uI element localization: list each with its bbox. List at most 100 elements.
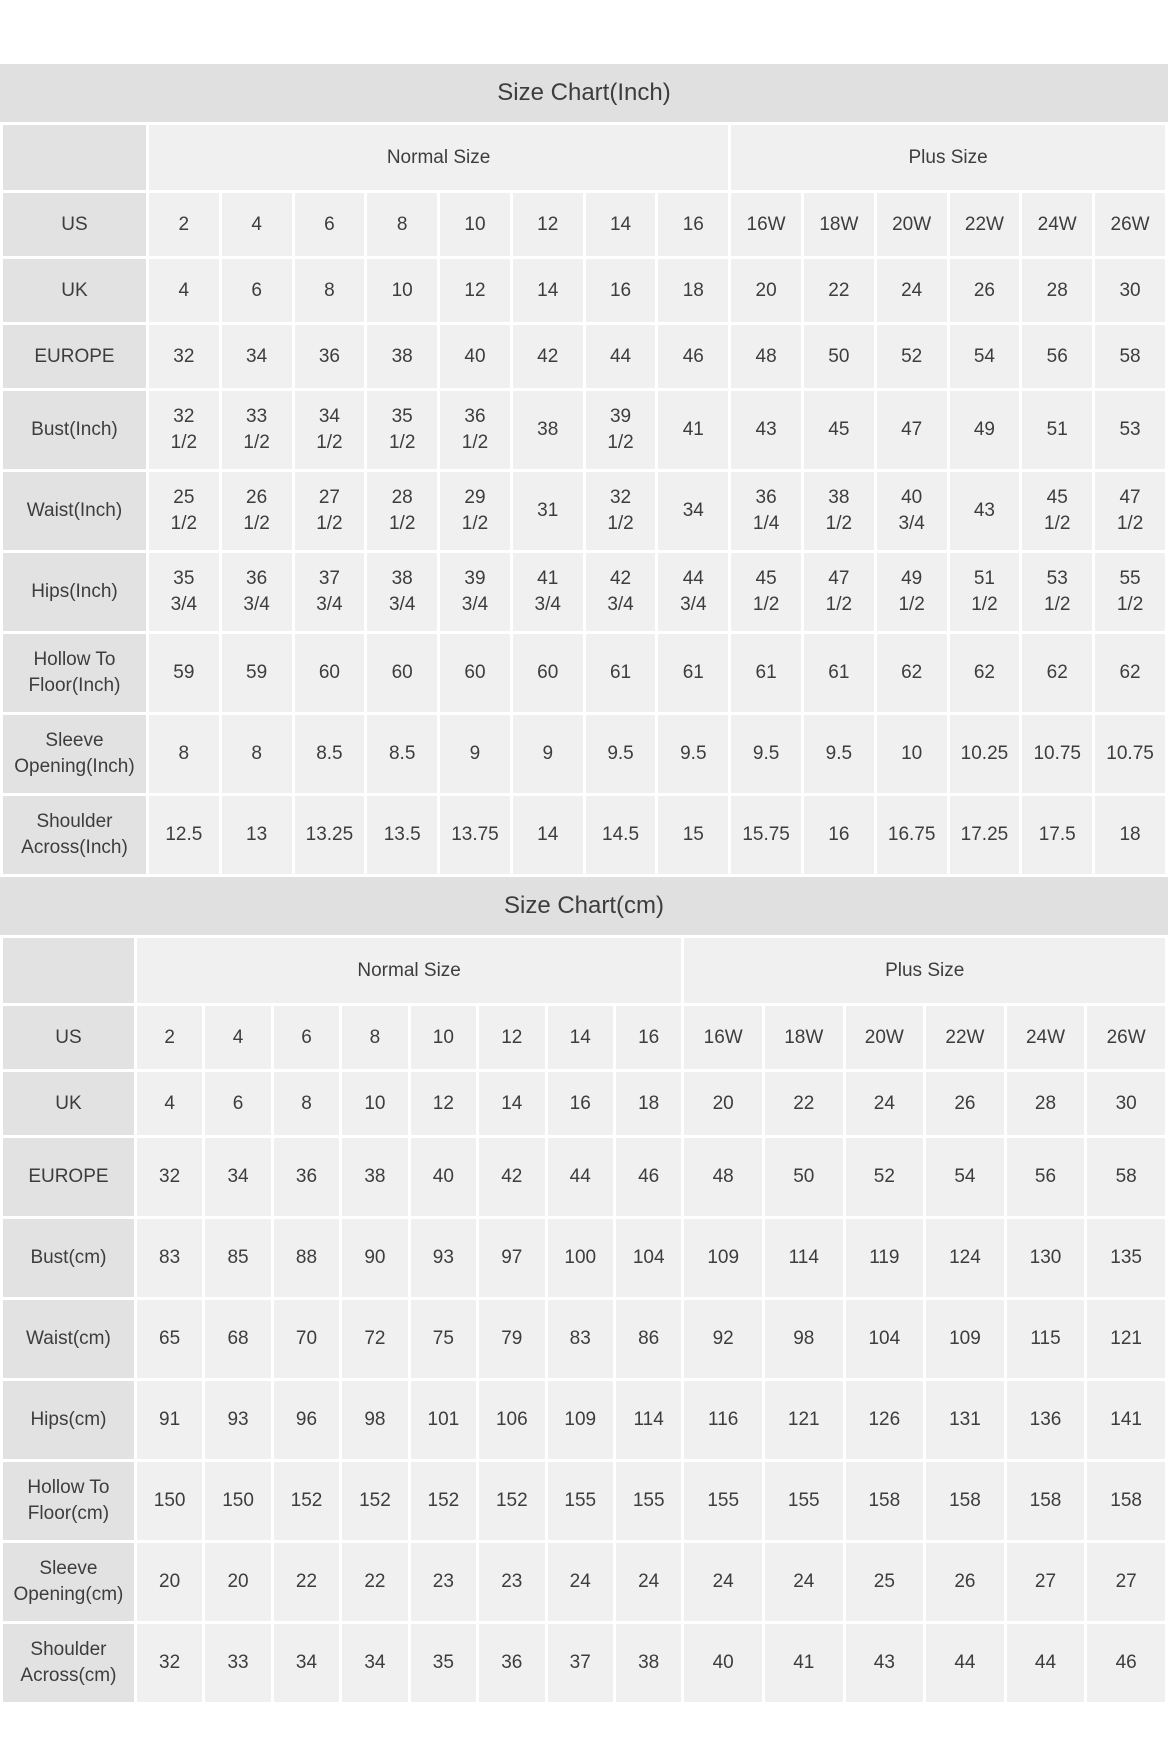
size-cell: 124 [926, 1219, 1004, 1297]
size-cell: 101 [410, 1381, 477, 1459]
table-row: Waist(cm) 65 68 70 72 75 79 83 86 92 98 104 109 115 12… [3, 1300, 1165, 1378]
size-cell: 150 [205, 1462, 271, 1540]
size-cell: 58 [1095, 325, 1165, 388]
table-row: Shoulder Across(Inch) 12.5 13 13.25 13.5 13.7… [3, 796, 1165, 874]
size-cell: 12 [440, 259, 510, 322]
size-cell: 18 [658, 259, 729, 322]
row-label: Shoulder Across(cm) [3, 1624, 134, 1702]
size-cell: 45 1/2 [1022, 472, 1093, 550]
size-cell: 29 1/2 [440, 472, 510, 550]
size-cell: 38 [615, 1624, 682, 1702]
size-cell: 10.75 [1095, 715, 1165, 793]
size-cell: 28 [1006, 1072, 1085, 1135]
size-cell: 155 [764, 1462, 843, 1540]
size-cell: 8 [367, 193, 438, 256]
size-cell: 38 [342, 1138, 408, 1216]
size-cell: 100 [547, 1219, 613, 1297]
size-cell: 40 [684, 1624, 762, 1702]
size-cell: 56 [1006, 1138, 1085, 1216]
size-cell: 13.25 [294, 796, 365, 874]
size-cell: 61 [803, 634, 874, 712]
size-cell: 79 [479, 1300, 545, 1378]
size-cell: 62 [1022, 634, 1093, 712]
size-cell: 20 [684, 1072, 762, 1135]
size-cell: 52 [845, 1138, 924, 1216]
size-cell: 44 [926, 1624, 1004, 1702]
size-cell: 60 [512, 634, 583, 712]
size-cell: 42 [479, 1138, 545, 1216]
size-cell: 22 [342, 1543, 408, 1621]
size-cell: 6 [221, 259, 292, 322]
size-cell: 10 [440, 193, 510, 256]
size-cell: 53 [1095, 391, 1165, 469]
size-cell: 27 [1006, 1543, 1085, 1621]
row-label: Bust(Inch) [3, 391, 146, 469]
size-cell: 26W [1095, 193, 1165, 256]
size-cell: 16.75 [876, 796, 947, 874]
size-cell: 10.75 [1022, 715, 1093, 793]
size-cell: 20W [876, 193, 947, 256]
size-cell: 126 [845, 1381, 924, 1459]
size-cell: 43 [731, 391, 801, 469]
size-cell: 59 [221, 634, 292, 712]
size-cell: 36 3/4 [221, 553, 292, 631]
size-cell: 131 [926, 1381, 1004, 1459]
size-cell: 32 1/2 [148, 391, 219, 469]
size-cell: 16 [658, 193, 729, 256]
size-cell: 152 [342, 1462, 408, 1540]
size-cell: 155 [684, 1462, 762, 1540]
group-header-plus: Plus Size [684, 938, 1165, 1003]
size-cell: 38 [367, 325, 438, 388]
size-cell: 32 [136, 1138, 203, 1216]
size-cell: 72 [342, 1300, 408, 1378]
inch-size-table: Normal Size Plus Size US 2 4 6 8 10 12 14 16 16W 18W… [0, 122, 1168, 877]
size-cell: 4 [221, 193, 292, 256]
row-label: Bust(cm) [3, 1219, 134, 1297]
size-cell: 46 [658, 325, 729, 388]
size-cell: 23 [479, 1543, 545, 1621]
size-cell: 32 [136, 1624, 203, 1702]
size-cell: 9 [440, 715, 510, 793]
size-cell: 38 3/4 [367, 553, 438, 631]
size-cell: 8 [148, 715, 219, 793]
size-cell: 90 [342, 1219, 408, 1297]
size-cell: 14 [547, 1006, 613, 1069]
size-cell: 155 [615, 1462, 682, 1540]
size-cell: 9.5 [658, 715, 729, 793]
row-label: US [3, 1006, 134, 1069]
row-label: Sleeve Opening(Inch) [3, 715, 146, 793]
size-cell: 18W [803, 193, 874, 256]
size-cell: 37 3/4 [294, 553, 365, 631]
size-cell: 158 [845, 1462, 924, 1540]
size-cell: 152 [479, 1462, 545, 1540]
size-cell: 24 [684, 1543, 762, 1621]
size-cell: 62 [949, 634, 1020, 712]
corner-cell [3, 938, 134, 1003]
size-cell: 51 [1022, 391, 1093, 469]
size-cell: 34 [658, 472, 729, 550]
size-cell: 152 [410, 1462, 477, 1540]
size-cell: 68 [205, 1300, 271, 1378]
table-row: US 2 4 6 8 10 12 14 16 16W 18W 20W 22W 24W 26W [3, 193, 1165, 256]
size-cell: 24W [1006, 1006, 1085, 1069]
table-row: Bust(cm) 83 85 88 90 93 97 100 104 109 114 119 124 13… [3, 1219, 1165, 1297]
row-label: UK [3, 1072, 134, 1135]
size-cell: 20 [731, 259, 801, 322]
size-cell: 14 [512, 259, 583, 322]
row-label: EUROPE [3, 1138, 134, 1216]
size-cell: 83 [547, 1300, 613, 1378]
row-label: Waist(Inch) [3, 472, 146, 550]
size-cell: 41 [658, 391, 729, 469]
size-cell: 44 [585, 325, 656, 388]
size-cell: 60 [294, 634, 365, 712]
size-cell: 47 1/2 [803, 553, 874, 631]
size-cell: 14 [585, 193, 656, 256]
size-cell: 61 [585, 634, 656, 712]
table-row: EUROPE 32 34 36 38 40 42 44 46 48 50 52 54 56 58 [3, 1138, 1165, 1216]
size-cell: 58 [1087, 1138, 1165, 1216]
size-cell: 104 [845, 1300, 924, 1378]
size-cell: 17.5 [1022, 796, 1093, 874]
size-cell: 119 [845, 1219, 924, 1297]
size-cell: 14.5 [585, 796, 656, 874]
size-cell: 20 [136, 1543, 203, 1621]
